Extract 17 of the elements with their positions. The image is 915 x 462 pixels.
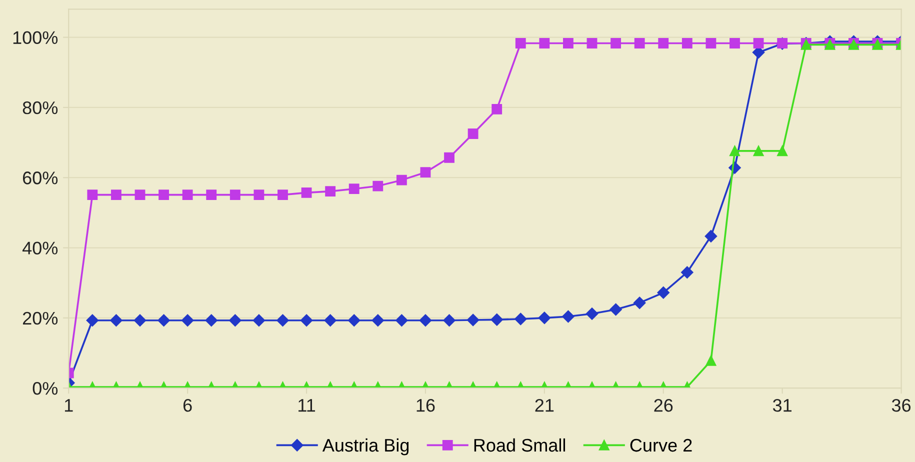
legend-label: Austria Big: [322, 438, 409, 456]
legend-label: Curve 2: [630, 438, 692, 452]
x-tick-label: 26: [654, 398, 673, 412]
y-tick-label: 40%: [22, 242, 58, 254]
y-tick-label: 20%: [22, 312, 58, 325]
x-tick-label: 31: [772, 398, 792, 412]
y-tick-label: 100%: [13, 31, 58, 44]
x-tick-label: 6: [183, 398, 192, 412]
x-tick-label: 36: [892, 398, 911, 412]
x-tick-label: 16: [416, 398, 435, 412]
x-tick-label: 11: [298, 399, 316, 412]
y-tick-label: 60%: [22, 172, 58, 184]
x-tick-label: 21: [535, 398, 554, 412]
legend-label: Road Small: [474, 438, 566, 452]
x-tick-label: 1: [64, 399, 73, 412]
y-tick-label: 80%: [22, 101, 58, 114]
y-tick-label: 0%: [32, 382, 58, 395]
